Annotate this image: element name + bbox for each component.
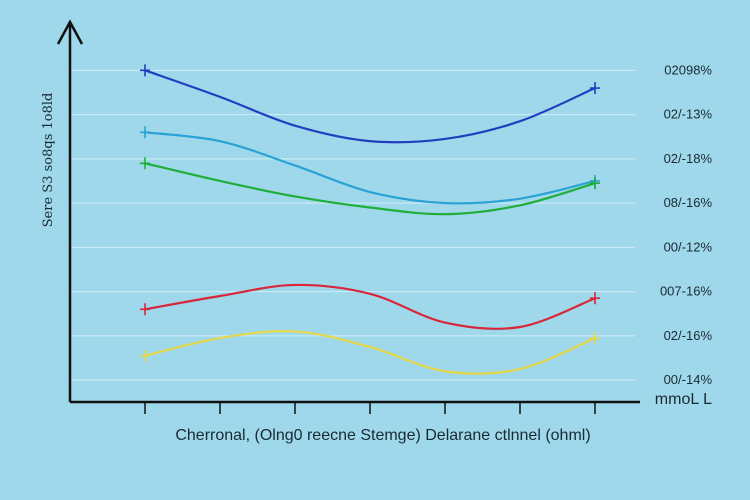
y-tick-labels: 02098% 02/-13% 02/-18% 08/-16% 00/-12% 007-16… — [660, 62, 712, 387]
series-lines — [140, 64, 600, 375]
series-end-marker — [590, 177, 600, 190]
y-axis-label: Sere S3 so8qs 1o8ld — [41, 93, 56, 228]
y-tick-label: 007-16% — [660, 284, 712, 299]
y-tick-label: 02/-18% — [664, 151, 713, 166]
unit-label: mmoL L — [655, 391, 712, 408]
y-tick-label: 02098% — [664, 62, 712, 77]
y-tick-label: 00/-14% — [664, 372, 713, 387]
series-end-marker — [590, 82, 600, 95]
y-tick-label: 08/-16% — [664, 195, 713, 210]
series-line-green — [143, 162, 597, 216]
y-tick-label: 02/-16% — [664, 328, 713, 343]
series-end-marker — [140, 64, 150, 77]
y-tick-label: 02/-13% — [664, 107, 713, 122]
series-line-dark-blue — [143, 69, 597, 144]
y-tick-label: 00/-12% — [664, 239, 713, 254]
x-axis-label: Cherronal, (Olng0 reecne Stemge) Delaran… — [175, 427, 590, 444]
y-axis-arrow-icon — [56, 19, 84, 45]
x-ticks — [144, 402, 596, 414]
gridlines — [70, 69, 635, 381]
series-end-marker — [140, 349, 150, 362]
series-line-light-blue — [143, 131, 597, 205]
axes — [56, 19, 640, 404]
series-end-marker — [590, 332, 600, 345]
series-line-yellow — [143, 330, 597, 375]
series-end-marker — [140, 303, 150, 316]
series-line-red — [143, 283, 597, 330]
series-end-marker — [140, 157, 150, 170]
series-end-marker — [590, 292, 600, 305]
series-end-marker — [140, 126, 150, 139]
